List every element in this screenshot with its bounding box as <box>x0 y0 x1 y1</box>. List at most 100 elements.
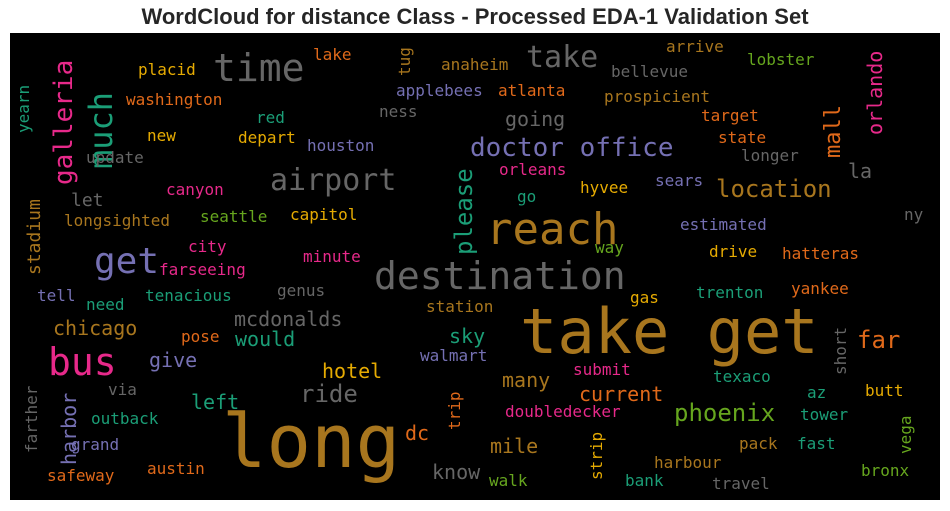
word-many: many <box>502 368 550 392</box>
word-outback: outback <box>91 409 159 428</box>
word-prospicient: prospicient <box>604 87 710 106</box>
word-strip: strip <box>587 432 606 480</box>
word-houston: houston <box>307 136 374 155</box>
word-orleans: orleans <box>499 160 566 179</box>
word-anaheim: anaheim <box>441 55 508 74</box>
word-safeway: safeway <box>47 466 115 485</box>
word-doctor-office: doctor office <box>470 133 674 163</box>
word-state: state <box>718 128 766 147</box>
wordcloud-svg: long take get reach destination time bus… <box>14 37 924 493</box>
word-trenton: trenton <box>696 283 763 302</box>
word-current: current <box>579 382 663 406</box>
word-hatteras: hatteras <box>782 244 859 263</box>
word-bronx: bronx <box>861 461 910 480</box>
word-new: new <box>147 126 176 145</box>
word-pose: pose <box>181 327 220 346</box>
word-way: way <box>595 238 624 257</box>
word-capitol: capitol <box>290 205 357 224</box>
word-via: via <box>108 380 137 399</box>
word-time: time <box>213 46 305 90</box>
word-take: take <box>526 40 598 75</box>
word-tower: tower <box>800 405 849 424</box>
word-longer: longer <box>741 146 799 165</box>
word-long: long <box>222 399 400 485</box>
word-destination: destination <box>374 254 626 298</box>
word-dc: dc <box>405 421 429 445</box>
word-farseeing: farseeing <box>159 260 246 279</box>
word-know: know <box>432 460 481 484</box>
chart-title: WordCloud for distance Class - Processed… <box>141 4 809 29</box>
word-please: please <box>450 168 478 255</box>
word-gas: gas <box>630 288 659 307</box>
word-vega: vega <box>896 415 915 454</box>
word-tell: tell <box>37 286 76 305</box>
word-bellevue: bellevue <box>611 62 688 81</box>
word-applebees: applebees <box>396 81 483 100</box>
word-placid: placid <box>138 60 196 79</box>
word-lake: lake <box>313 45 352 64</box>
wordcloud-canvas: long take get reach destination time bus… <box>10 33 940 500</box>
word-drive: drive <box>709 242 757 261</box>
word-austin: austin <box>147 459 205 478</box>
word-submit: submit <box>573 360 631 379</box>
word-sears: sears <box>655 171 703 190</box>
word-doubledecker: doubledecker <box>505 402 621 421</box>
word-would: would <box>235 327 295 351</box>
word-tenacious: tenacious <box>145 286 232 305</box>
word-depart: depart <box>238 128 296 147</box>
word-seattle: seattle <box>200 207 267 226</box>
word-mile: mile <box>490 434 538 458</box>
word-hotel: hotel <box>322 359 382 383</box>
word-arrive: arrive <box>666 37 724 56</box>
word-let: let <box>71 190 104 211</box>
word-yankee: yankee <box>791 279 849 298</box>
word-harbor: harbor <box>57 393 81 465</box>
word-airport: airport <box>270 163 396 198</box>
word-take-get: take get <box>520 295 819 368</box>
word-pack: pack <box>739 434 778 453</box>
word-get: get <box>94 241 159 282</box>
word-genus: genus <box>277 281 325 300</box>
word-grand: grand <box>71 435 119 454</box>
word-target: target <box>701 106 759 125</box>
word-walmart: walmart <box>420 346 487 365</box>
word-ny: ny <box>904 205 924 224</box>
word-la: la <box>848 159 872 183</box>
word-longsighted: longsighted <box>64 211 170 230</box>
word-washington: washington <box>126 90 222 109</box>
word-harbour: harbour <box>654 453 722 472</box>
word-walk: walk <box>489 471 528 490</box>
word-need: need <box>86 295 125 314</box>
word-trip: trip <box>445 391 464 430</box>
word-orlando: orlando <box>863 51 887 135</box>
word-far: far <box>857 326 900 354</box>
word-lobster: lobster <box>747 50 815 69</box>
word-much: much <box>82 92 120 169</box>
word-left: left <box>191 390 239 414</box>
word-minute: minute <box>303 247 361 266</box>
word-mcdonalds: mcdonalds <box>234 307 342 331</box>
word-bank: bank <box>625 471 664 490</box>
word-yearn: yearn <box>14 85 33 133</box>
word-chicago: chicago <box>53 316 137 340</box>
word-give: give <box>149 348 197 372</box>
word-canyon: canyon <box>166 180 224 199</box>
word-mall: mall <box>821 105 846 158</box>
word-short: short <box>831 327 850 375</box>
word-ride: ride <box>300 380 358 408</box>
word-butt: butt <box>865 381 904 400</box>
word-reach: reach <box>486 204 618 255</box>
word-bus: bus <box>48 340 117 384</box>
word-farther: farther <box>22 385 41 453</box>
word-go: go <box>517 187 536 206</box>
word-going: going <box>505 107 565 131</box>
word-estimated: estimated <box>680 215 767 234</box>
word-stadium: stadium <box>24 199 45 275</box>
word-atlanta: atlanta <box>498 81 565 100</box>
word-ness: ness <box>379 102 418 121</box>
word-city: city <box>188 237 227 256</box>
word-location: location <box>716 175 832 203</box>
word-galleria: galleria <box>49 60 79 185</box>
word-texaco: texaco <box>713 367 771 386</box>
word-sky: sky <box>449 324 485 348</box>
